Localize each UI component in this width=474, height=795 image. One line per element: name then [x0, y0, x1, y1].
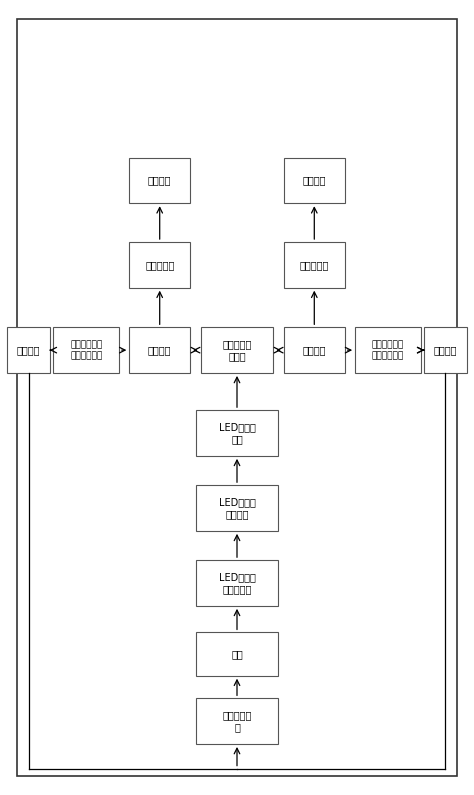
FancyBboxPatch shape [129, 157, 190, 204]
Text: LED感应灯
点亮: LED感应灯 点亮 [219, 422, 255, 444]
Text: 水平面旋转: 水平面旋转 [145, 260, 174, 270]
FancyBboxPatch shape [355, 328, 420, 373]
Text: 与模式切换方
向反方向倾斜: 与模式切换方 向反方向倾斜 [70, 340, 102, 360]
FancyBboxPatch shape [284, 242, 345, 288]
FancyBboxPatch shape [196, 632, 278, 676]
Text: 调节颜色: 调节颜色 [302, 176, 326, 185]
Text: 调节亮度: 调节亮度 [434, 345, 457, 355]
Text: LED感应灯
导通电源: LED感应灯 导通电源 [219, 497, 255, 519]
FancyBboxPatch shape [424, 328, 466, 373]
FancyBboxPatch shape [129, 328, 190, 373]
Text: 调节亮度: 调节亮度 [17, 345, 40, 355]
FancyBboxPatch shape [54, 328, 119, 373]
FancyBboxPatch shape [284, 157, 345, 204]
FancyBboxPatch shape [196, 698, 278, 744]
Text: 达到关灯阈
值: 达到关灯阈 值 [222, 710, 252, 732]
Text: 模式切换方
向倾斜: 模式切换方 向倾斜 [222, 339, 252, 362]
FancyBboxPatch shape [196, 410, 278, 456]
FancyBboxPatch shape [284, 328, 345, 373]
Text: 与模式切换方
向反方向倾斜: 与模式切换方 向反方向倾斜 [372, 340, 404, 360]
Text: 灭灯: 灭灯 [231, 649, 243, 659]
Text: 照明模式: 照明模式 [148, 345, 172, 355]
Text: LED感应灯
晃动或倾斜: LED感应灯 晃动或倾斜 [219, 572, 255, 594]
Text: 彩灯模式: 彩灯模式 [302, 345, 326, 355]
FancyBboxPatch shape [8, 328, 50, 373]
FancyBboxPatch shape [201, 328, 273, 373]
FancyBboxPatch shape [17, 18, 457, 777]
FancyBboxPatch shape [196, 485, 278, 531]
Text: 调节色温: 调节色温 [148, 176, 172, 185]
FancyBboxPatch shape [196, 560, 278, 606]
FancyBboxPatch shape [129, 242, 190, 288]
Text: 水平面旋转: 水平面旋转 [300, 260, 329, 270]
